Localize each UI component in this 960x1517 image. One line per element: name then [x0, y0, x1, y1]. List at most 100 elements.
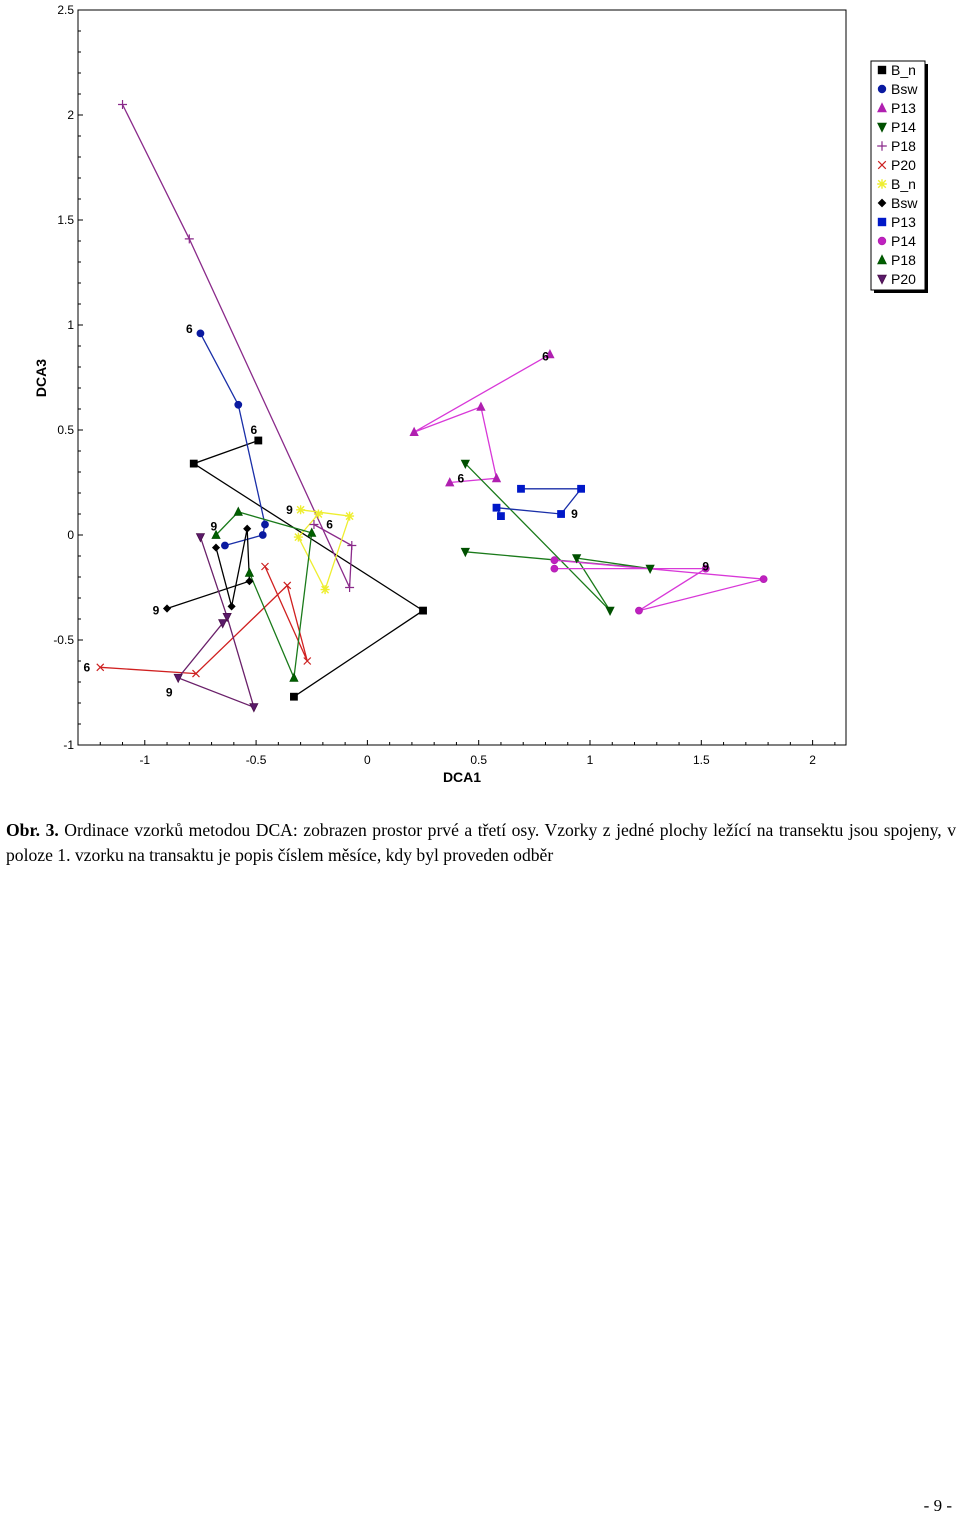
x-tick-label: 1.5	[693, 753, 710, 767]
data-point-series-4	[571, 554, 582, 564]
caption-label: Obr. 3.	[6, 820, 59, 840]
data-point-series-12	[195, 533, 206, 543]
data-point-series-6	[96, 663, 105, 672]
data-point-series-7	[296, 505, 306, 515]
data-point-series-2	[234, 400, 243, 409]
data-point-series-4	[460, 547, 470, 558]
legend-label-8: Bsw	[891, 195, 918, 211]
data-point-series-9	[497, 512, 505, 520]
legend-marker-9	[877, 217, 887, 227]
data-point-series-1	[254, 436, 263, 445]
data-point-series-11	[244, 567, 255, 577]
data-point-series-10	[635, 606, 643, 615]
x-tick-labels: -1 -0.5 0 0.5 1 1.5 2	[139, 753, 816, 767]
data-point-series-3	[445, 477, 455, 487]
legend-marker-12	[877, 274, 887, 285]
data-point-series-6	[303, 657, 312, 665]
legend-marker-2	[877, 84, 887, 94]
month-label: 9	[210, 520, 217, 534]
data-point-series-7	[345, 511, 355, 521]
y-tick-label: 2	[67, 108, 74, 122]
data-point-series-7	[313, 509, 323, 519]
month-label: 6	[458, 471, 465, 485]
legend-label-12: P20	[891, 271, 916, 287]
legend: B_n Bsw P13 P14 P18 P20 B_n Bsw P13 P14 P18 P20	[870, 60, 928, 293]
caption-text: Ordinace vzorků metodou DCA: zobrazen pr…	[6, 820, 956, 865]
data-point-series-7	[320, 585, 330, 595]
month-label: 9	[286, 503, 293, 517]
legend-marker-4	[877, 122, 887, 133]
data-point-series-12	[222, 613, 232, 623]
data-point-series-5	[347, 541, 357, 550]
legend-marker-5	[877, 141, 887, 151]
y-tick-label: 0.5	[57, 423, 74, 437]
legend-marker-11	[877, 254, 887, 265]
legend-marker-8	[877, 198, 887, 208]
data-point-series-6	[261, 562, 269, 571]
x-axis-label: DCA1	[443, 769, 481, 785]
legend-marker-6	[877, 160, 887, 170]
legend-label-7: B_n	[891, 176, 916, 192]
legend-label-4: P14	[891, 119, 916, 135]
data-point-series-11	[289, 672, 299, 682]
data-point-series-4	[460, 459, 470, 469]
x-tick-label: -1	[139, 753, 150, 767]
month-label: 6	[326, 518, 333, 532]
data-point-series-2	[221, 541, 229, 550]
data-point-series-6	[192, 669, 200, 678]
legend-label-10: P14	[891, 233, 916, 249]
data-point-series-8	[243, 524, 252, 533]
data-point-series-2	[196, 329, 205, 338]
data-point-series-7	[293, 532, 303, 542]
series-markers	[96, 100, 768, 713]
legend-marker-3	[877, 102, 887, 113]
data-point-series-9	[492, 503, 501, 512]
data-point-series-1	[419, 606, 427, 615]
data-point-series-10	[701, 564, 710, 573]
y-tick-label: -0.5	[53, 633, 74, 647]
legend-marker-7	[877, 179, 887, 189]
data-point-series-5	[309, 520, 319, 529]
legend-label-1: B_n	[891, 62, 916, 78]
data-point-series-11	[233, 506, 243, 516]
y-tick-label: 2.5	[57, 3, 74, 17]
x-tick-label: -0.5	[246, 753, 267, 767]
data-point-series-4	[645, 564, 655, 574]
legend-label-9: P13	[891, 214, 916, 230]
page-number: - 9 -	[923, 1496, 952, 1515]
legend-marker-10	[877, 236, 887, 246]
data-point-series-3	[545, 349, 555, 359]
data-point-series-3	[409, 426, 419, 437]
legend-label-2: Bsw	[891, 81, 918, 97]
y-tick-label: 1	[67, 318, 74, 332]
data-point-series-2	[261, 520, 269, 529]
dca-scatter-chart: 6 6 6 6 6 6 9 9 9 9 9 9 -1 -0.5 0 0.5 1 1.5 2 2.5 2 1.5 1 0.5…	[33, 3, 928, 785]
figure-caption: Obr. 3. Ordinace vzorků metodou DCA: zob…	[6, 818, 956, 868]
legend-label-3: P13	[891, 100, 916, 116]
series-line-1	[192, 439, 425, 698]
data-point-series-8	[227, 602, 236, 611]
month-label: 6	[542, 350, 549, 364]
month-label: 9	[571, 507, 578, 521]
data-point-series-5	[184, 234, 194, 244]
data-point-series-3	[491, 472, 502, 483]
data-point-series-9	[517, 484, 525, 493]
y-tick-label: 1.5	[57, 213, 74, 227]
data-point-series-12	[249, 703, 259, 713]
data-point-series-3	[476, 401, 486, 411]
month-label: 9	[153, 604, 160, 618]
data-point-series-10	[550, 556, 559, 565]
month-annotations: 6 6 6 6 6 6 9 9 9 9 9 9	[84, 322, 710, 699]
data-point-series-1	[189, 459, 198, 468]
data-point-series-8	[211, 543, 221, 552]
legend-label-5: P18	[891, 138, 916, 154]
legend-label-11: P18	[891, 252, 916, 268]
data-point-series-12	[218, 619, 228, 629]
x-tick-label: 0.5	[470, 753, 487, 767]
axis-ticks	[77, 9, 836, 746]
x-tick-label: 1	[587, 753, 594, 767]
data-point-series-12	[173, 673, 183, 684]
data-point-series-5	[345, 583, 355, 592]
y-axis-label: DCA3	[33, 359, 49, 397]
data-point-series-10	[550, 564, 559, 573]
